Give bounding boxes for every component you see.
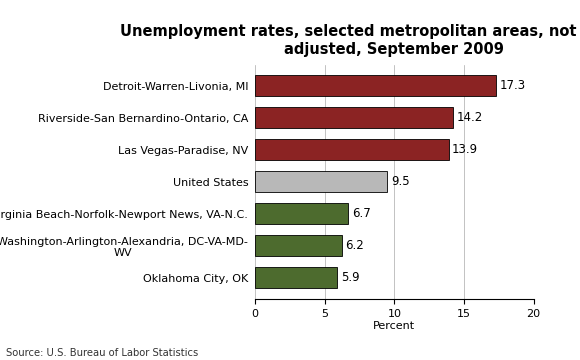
Text: 5.9: 5.9 <box>341 271 360 284</box>
Title: Unemployment rates, selected metropolitan areas, not seasonally
adjusted, Septem: Unemployment rates, selected metropolita… <box>120 24 580 57</box>
Text: 14.2: 14.2 <box>456 111 483 124</box>
Bar <box>255 76 496 96</box>
Bar <box>255 171 387 192</box>
Bar <box>255 267 338 288</box>
Text: 6.7: 6.7 <box>352 207 371 220</box>
Text: 6.2: 6.2 <box>345 239 364 252</box>
Text: 9.5: 9.5 <box>391 175 409 188</box>
Text: 13.9: 13.9 <box>452 143 478 156</box>
Bar <box>255 107 453 128</box>
Bar <box>255 139 449 160</box>
Text: 17.3: 17.3 <box>499 79 525 92</box>
Bar <box>255 203 349 224</box>
Bar <box>255 235 342 256</box>
X-axis label: Percent: Percent <box>374 321 415 331</box>
Text: Source: U.S. Bureau of Labor Statistics: Source: U.S. Bureau of Labor Statistics <box>6 348 198 359</box>
